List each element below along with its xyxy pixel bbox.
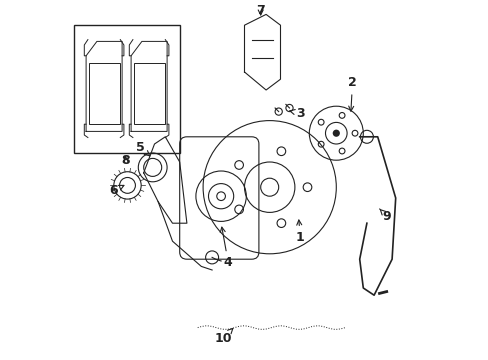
Text: 8: 8	[121, 154, 130, 167]
Text: 2: 2	[347, 76, 356, 111]
Text: 3: 3	[289, 107, 304, 120]
Bar	[134, 63, 164, 124]
Text: 10: 10	[214, 328, 232, 345]
Bar	[89, 63, 120, 124]
Text: 1: 1	[295, 220, 304, 244]
Text: 6: 6	[108, 184, 123, 197]
Text: 9: 9	[379, 209, 390, 222]
Text: 5: 5	[136, 141, 149, 156]
Circle shape	[332, 130, 339, 137]
Bar	[73, 25, 179, 153]
Text: 7: 7	[256, 4, 264, 17]
Text: 4: 4	[220, 227, 232, 269]
